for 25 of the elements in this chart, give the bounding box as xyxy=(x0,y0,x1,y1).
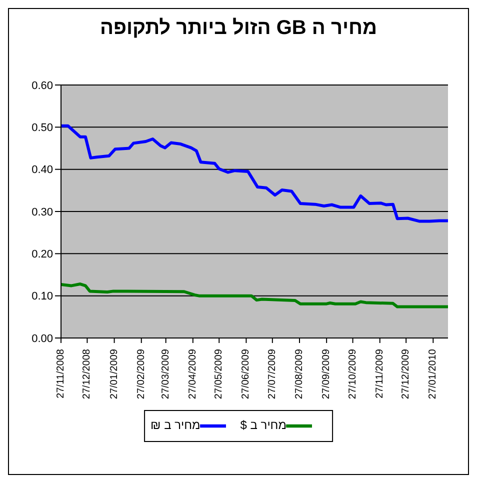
x-tick-label: 27/05/2009 xyxy=(214,348,225,400)
y-tick-label: 0.50 xyxy=(32,122,53,134)
x-tick-label: 27/10/2009 xyxy=(347,348,358,400)
x-tick-label: 27/04/2009 xyxy=(187,348,198,400)
y-tick-label: 0.20 xyxy=(32,248,53,261)
x-tick-label: 27/03/2009 xyxy=(160,348,172,400)
y-tick-label: 0.60 xyxy=(32,80,53,92)
x-tick-label: 27/12/2008 xyxy=(82,348,93,400)
y-tick-label: 0.00 xyxy=(32,332,53,345)
legend-label: מחיר ב ₪ xyxy=(150,418,200,432)
x-tick-label: 27/01/2009 xyxy=(108,348,120,400)
x-tick-label: 27/07/2009 xyxy=(266,348,278,400)
chart-title: מחיר ה GB הזול ביותר לתקופה xyxy=(98,17,378,40)
y-tick-label: 0.40 xyxy=(32,164,53,176)
x-tick-label: 27/02/2009 xyxy=(136,348,147,400)
x-tick-label: 27/08/2009 xyxy=(294,348,305,400)
x-tick-label: 27/12/2009 xyxy=(400,348,412,400)
y-tick-label: 0.30 xyxy=(32,206,53,218)
x-tick-label: 27/01/2010 xyxy=(428,348,439,400)
x-tick-label: 27/11/2008 xyxy=(56,348,66,398)
legend-label: מחיר ב $ xyxy=(240,418,286,432)
x-tick-label: 27/09/2009 xyxy=(321,348,332,400)
x-tick-label: 27/06/2009 xyxy=(240,348,252,400)
x-tick-label: 27/11/2009 xyxy=(374,348,386,398)
y-tick-label: 0.10 xyxy=(32,290,53,303)
